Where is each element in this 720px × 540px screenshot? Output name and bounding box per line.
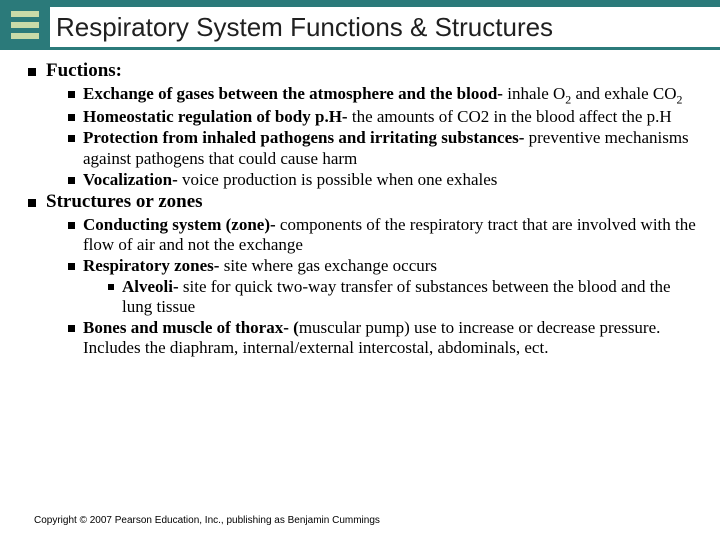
item-rest: inhale O2 and exhale CO2 bbox=[503, 84, 683, 103]
list-item: Protection from inhaled pathogens and ir… bbox=[68, 128, 700, 168]
slide-body: Fuctions: Exchange of gases between the … bbox=[0, 50, 720, 358]
list-item: Exchange of gases between the atmosphere… bbox=[68, 84, 700, 106]
list-item: Vocalization- voice production is possib… bbox=[68, 170, 700, 190]
sub-list-item: Alveoli- site for quick two-way transfer… bbox=[108, 277, 700, 317]
list-item: Respiratory zones- site where gas exchan… bbox=[68, 256, 700, 276]
copyright-text: Copyright © 2007 Pearson Education, Inc.… bbox=[34, 515, 380, 526]
section-heading: Fuctions: bbox=[28, 60, 700, 82]
header: Respiratory System Functions & Structure… bbox=[0, 0, 720, 50]
item-bold: Conducting system (zone)- bbox=[83, 215, 276, 234]
logo-icon bbox=[0, 0, 50, 50]
item-bold: Vocalization- bbox=[83, 170, 178, 189]
item-bold: Homeostatic regulation of body p.H- bbox=[83, 107, 348, 126]
list-item: Homeostatic regulation of body p.H- the … bbox=[68, 107, 700, 127]
item-rest: site where gas exchange occurs bbox=[219, 256, 437, 275]
item-bold: Protection from inhaled pathogens and ir… bbox=[83, 128, 524, 147]
item-rest: the amounts of CO2 in the blood affect t… bbox=[348, 107, 672, 126]
item-bold: Respiratory zones- bbox=[83, 256, 219, 275]
list-item: Bones and muscle of thorax- (muscular pu… bbox=[68, 318, 700, 358]
heading-text: Fuctions: bbox=[46, 60, 122, 82]
item-rest: site for quick two-way transfer of subst… bbox=[122, 277, 671, 316]
list-item: Conducting system (zone)- components of … bbox=[68, 215, 700, 255]
section-heading: Structures or zones bbox=[28, 191, 700, 213]
heading-text: Structures or zones bbox=[46, 191, 203, 213]
item-rest: voice production is possible when one ex… bbox=[178, 170, 498, 189]
item-bold: Alveoli- bbox=[122, 277, 179, 296]
item-bold: Bones and muscle of thorax- ( bbox=[83, 318, 299, 337]
title-bar: Respiratory System Functions & Structure… bbox=[50, 0, 720, 50]
item-bold: Exchange of gases between the atmosphere… bbox=[83, 84, 503, 103]
slide-title: Respiratory System Functions & Structure… bbox=[56, 12, 553, 43]
